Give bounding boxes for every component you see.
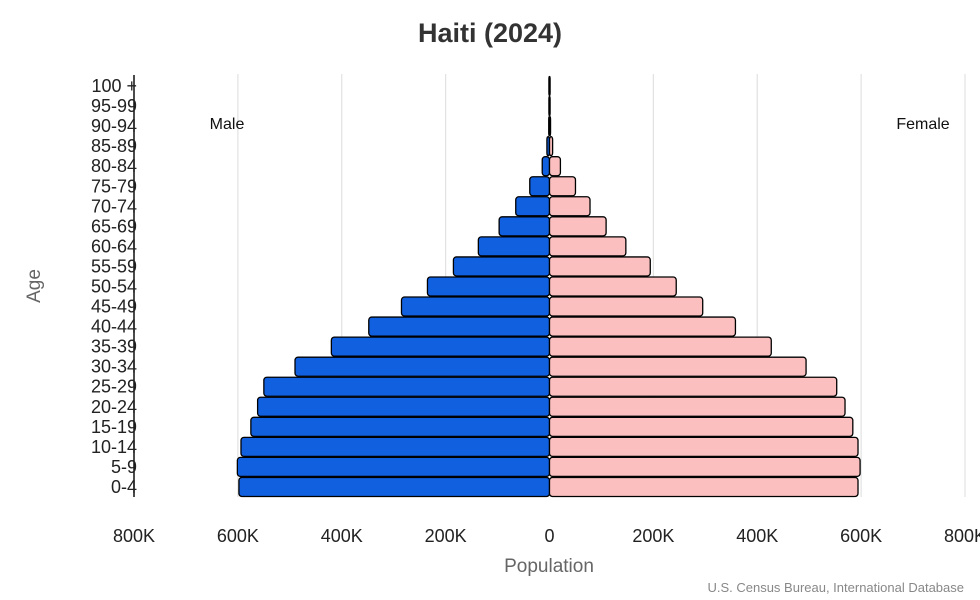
bar-female-30-34 [548, 356, 807, 377]
y-tick-label: 95-99 [91, 96, 137, 116]
bar-male-10-14 [240, 436, 551, 458]
bar-female-35-39 [548, 336, 772, 357]
bar-female-75-79 [548, 176, 577, 197]
legend-male: Male [210, 116, 245, 133]
y-tick-label: 70-74 [91, 196, 137, 216]
bar-female-55-59 [548, 256, 651, 277]
bar-male-5-9 [236, 456, 551, 478]
y-tick-label: 65-69 [91, 216, 137, 236]
bar-female-80-84 [548, 156, 562, 177]
bar-female-45-49 [548, 296, 704, 317]
bar-male-30-34 [294, 356, 551, 377]
x-tick-label: 800K [944, 526, 980, 546]
bar-male-0-4 [238, 476, 551, 498]
y-tick-label: 25-29 [91, 377, 137, 397]
bar-male-40-44 [368, 316, 551, 337]
x-tick-label: 600K [840, 526, 882, 546]
x-tick-label: 800K [113, 526, 155, 546]
source-note: U.S. Census Bureau, International Databa… [707, 580, 964, 595]
x-tick-label: 200K [632, 526, 674, 546]
x-tick-label: 400K [321, 526, 363, 546]
bar-female-90-94 [548, 115, 552, 137]
y-tick-label: 5-9 [111, 457, 137, 477]
bars [236, 75, 861, 498]
legend-female: Female [896, 116, 949, 133]
y-tick-label: 40-44 [91, 317, 137, 337]
bar-female-20-24 [548, 396, 846, 417]
bar-female-25-29 [548, 376, 838, 397]
x-tick-label: 600K [217, 526, 259, 546]
y-tick-label: 45-49 [91, 297, 137, 317]
bar-male-50-54 [426, 276, 551, 297]
y-tick-label: 100 + [91, 76, 137, 96]
x-tick-labels: 800K 600K 400K 200K 0 200K 400K 600K 800K [113, 526, 980, 546]
bar-female-5-9 [548, 456, 861, 478]
y-tick-label: 15-19 [91, 417, 137, 437]
y-axis-label: Age [24, 269, 45, 303]
bar-male-55-59 [452, 256, 551, 277]
bar-female-0-4 [548, 476, 859, 498]
y-tick-label: 55-59 [91, 256, 137, 276]
x-axis-label: Population [504, 556, 594, 577]
bar-female-95-99 [548, 95, 551, 117]
y-tick-label: 75-79 [91, 176, 137, 196]
bar-female-100 + [548, 75, 551, 97]
bar-female-70-74 [548, 196, 591, 217]
y-tick-label: 10-14 [91, 437, 137, 457]
bar-male-60-64 [477, 236, 551, 257]
bar-female-60-64 [548, 236, 627, 257]
y-tick-label: 0-4 [111, 477, 137, 497]
bar-male-75-79 [529, 176, 551, 197]
y-tick-label: 85-89 [91, 136, 137, 156]
y-tick-label: 35-39 [91, 337, 137, 357]
bar-female-65-69 [548, 216, 607, 237]
bar-male-35-39 [330, 336, 551, 357]
y-tick-labels: 0-45-910-1415-1920-2425-2930-3435-3940-4… [91, 76, 137, 497]
bar-male-65-69 [498, 216, 551, 237]
bar-male-70-74 [515, 196, 551, 217]
y-tick-label: 90-94 [91, 116, 137, 136]
y-tick-label: 20-24 [91, 397, 137, 417]
bar-female-85-89 [548, 135, 554, 157]
y-tick-label: 30-34 [91, 357, 137, 377]
x-tick-label: 400K [736, 526, 778, 546]
bar-female-50-54 [548, 276, 677, 297]
bar-male-15-19 [250, 416, 551, 438]
bar-female-10-14 [548, 436, 859, 458]
bar-female-15-19 [548, 416, 854, 438]
x-tick-label: 200K [425, 526, 467, 546]
y-tick-label: 60-64 [91, 236, 137, 256]
y-tick-label: 80-84 [91, 156, 137, 176]
bar-male-45-49 [400, 296, 551, 317]
bar-male-80-84 [541, 156, 551, 177]
bar-male-25-29 [263, 376, 551, 397]
bar-male-20-24 [256, 396, 551, 417]
y-tick-label: 50-54 [91, 277, 137, 297]
chart-title: Haiti (2024) [418, 18, 562, 48]
bar-female-40-44 [548, 316, 737, 337]
x-tick-label: 0 [544, 526, 554, 546]
